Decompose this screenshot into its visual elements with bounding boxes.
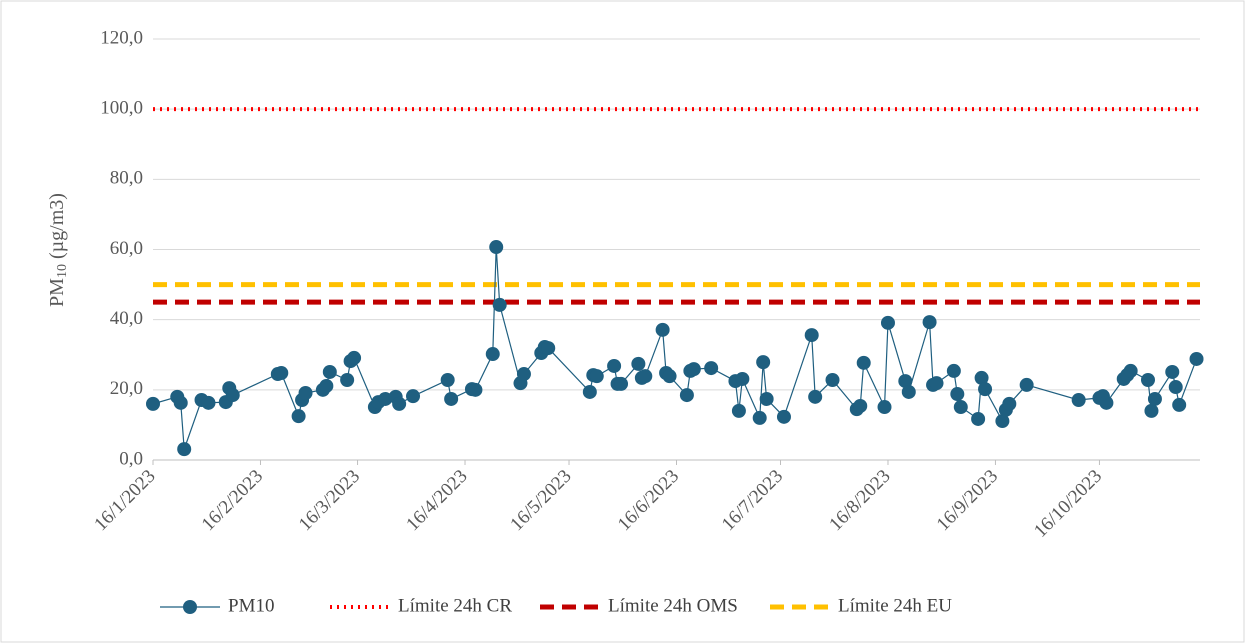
data-point [1099,395,1114,410]
y-tick-label: 120,0 [100,27,143,48]
y-label-sub: 10 [55,264,70,278]
data-point [485,347,500,362]
data-point [825,373,840,388]
data-point [655,322,670,337]
data-point [971,411,986,426]
data-point [274,365,289,380]
data-point [1165,364,1180,379]
data-point [146,396,160,411]
data-point [541,341,556,356]
y-label-unit: (µg/m3) [46,193,68,264]
data-point [177,442,192,457]
legend-label: Límite 24h EU [838,595,952,616]
data-point [856,355,871,370]
data-point [406,389,421,404]
data-point [853,398,868,413]
data-point [319,378,334,393]
legend-label: PM10 [228,595,274,616]
data-point [731,403,746,418]
data-point [950,387,965,402]
data-point [662,369,677,384]
y-axis-label: PM10 (µg/m3) [46,193,71,307]
data-point [978,382,993,397]
data-point [614,376,629,391]
data-point [808,389,823,404]
data-point [444,391,459,406]
data-point [922,315,937,330]
data-point [378,391,393,406]
data-point [704,361,719,376]
data-point [898,374,913,389]
data-point [225,388,240,403]
data-point [298,385,313,400]
data-point [1123,363,1138,378]
data-point [347,350,362,365]
data-point [589,369,604,384]
data-point [776,409,791,424]
legend: PM10 Límite 24h CR Límite 24h OMS Límite 24… [160,595,952,616]
data-point [946,363,961,378]
data-point [1144,403,1159,418]
data-point [877,400,892,415]
data-point [1071,393,1086,408]
data-point [1172,397,1187,412]
y-tick-label: 80,0 [110,168,143,189]
data-point [582,384,597,399]
data-point [392,396,407,411]
data-point [516,367,531,382]
data-point [953,400,968,415]
data-point [322,364,337,379]
data-point [995,414,1010,429]
data-point [1140,373,1155,388]
data-point [752,410,767,425]
data-point [686,362,701,377]
data-point [1189,351,1204,366]
data-point [340,373,355,388]
data-point [1168,380,1183,395]
data-point [880,315,895,330]
data-point [489,240,504,255]
data-point [291,409,306,424]
data-point [929,376,944,391]
data-point [468,382,483,397]
y-tick-label: 100,0 [100,98,143,119]
y-tick-label: 40,0 [110,308,143,329]
data-point [201,395,216,410]
data-point [804,328,819,343]
legend-label: Límite 24h CR [398,595,512,616]
data-point [759,391,774,406]
y-label-main: PM [46,278,68,307]
legend-label: Límite 24h OMS [608,595,738,616]
legend-marker [183,600,197,614]
data-point [1019,377,1034,392]
data-point [638,369,653,384]
data-point [492,297,507,312]
data-point [901,384,916,399]
data-point [679,388,694,403]
data-point [735,371,750,386]
data-point [607,358,622,373]
data-point [173,395,188,410]
y-tick-label: 60,0 [110,238,143,259]
data-point [1147,391,1162,406]
data-point [631,356,646,371]
data-point [1002,396,1017,411]
y-tick-label: 20,0 [110,378,143,399]
y-tick-label: 0,0 [119,448,143,469]
data-point [756,355,771,370]
data-point [974,370,989,385]
data-point [440,373,455,388]
